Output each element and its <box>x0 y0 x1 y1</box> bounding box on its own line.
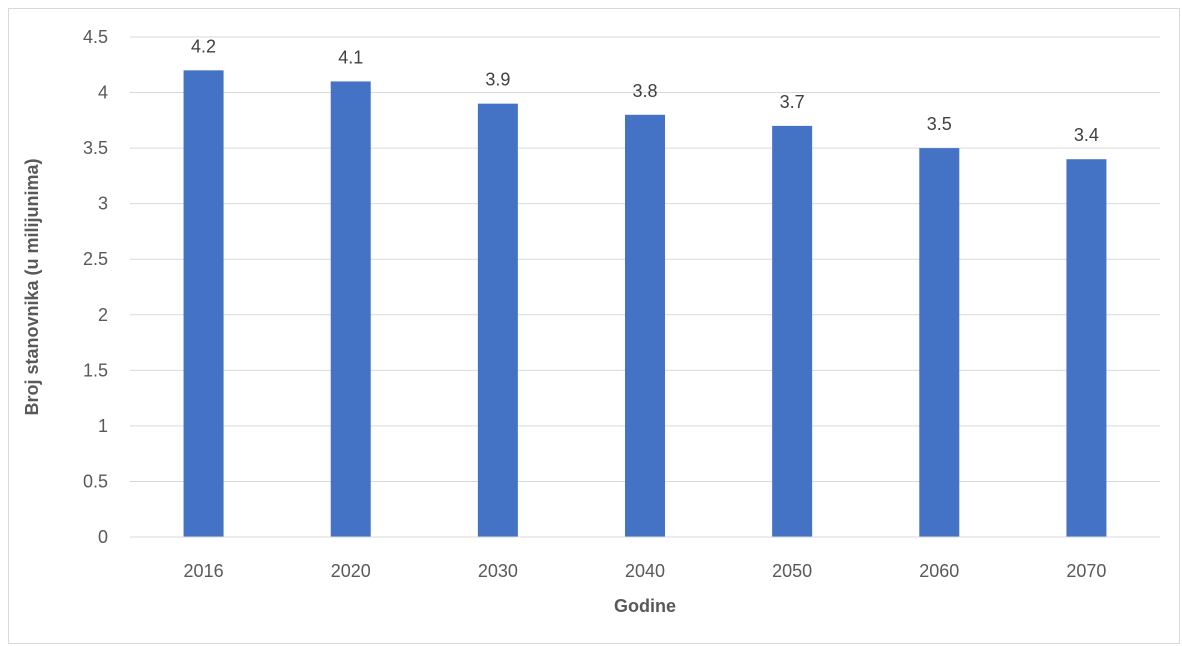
y-tick-label: 2 <box>98 305 108 325</box>
x-axis-ticks: 2016 2020 2030 2040 2050 2060 2070 <box>184 561 1107 581</box>
bars <box>183 70 1107 538</box>
data-label: 4.1 <box>338 47 363 67</box>
data-label: 3.5 <box>927 114 952 134</box>
x-tick-label: 2020 <box>331 561 371 581</box>
bar <box>183 70 224 537</box>
y-axis-ticks: 0 0.5 1 1.5 2 2.5 3 3.5 4 4.5 <box>83 27 108 547</box>
y-tick-label: 4.5 <box>83 27 108 47</box>
x-tick-label: 2040 <box>625 561 665 581</box>
data-label: 3.7 <box>780 92 805 112</box>
y-tick-label: 2.5 <box>83 249 108 269</box>
x-tick-label: 2016 <box>184 561 224 581</box>
data-label: 3.9 <box>485 70 510 90</box>
y-tick-label: 1 <box>98 416 108 436</box>
y-tick-label: 0 <box>98 527 108 547</box>
x-tick-label: 2050 <box>772 561 812 581</box>
x-tick-label: 2030 <box>478 561 518 581</box>
y-tick-label: 4 <box>98 83 108 103</box>
y-tick-label: 3.5 <box>83 138 108 158</box>
data-labels: 4.2 4.1 3.9 3.8 3.7 3.5 3.4 <box>191 36 1099 145</box>
x-tick-label: 2070 <box>1066 561 1106 581</box>
y-tick-label: 3 <box>98 194 108 214</box>
bar <box>625 114 665 538</box>
bar <box>772 125 813 537</box>
y-tick-label: 1.5 <box>83 360 108 380</box>
data-label: 3.8 <box>632 81 657 101</box>
data-label: 4.2 <box>191 36 216 56</box>
bar <box>477 103 518 538</box>
y-tick-label: 0.5 <box>83 471 108 491</box>
data-label: 3.4 <box>1074 125 1099 145</box>
bar <box>330 81 371 537</box>
x-axis-title: Godine <box>614 596 676 616</box>
x-tick-label: 2060 <box>919 561 959 581</box>
bar <box>1066 159 1107 537</box>
y-axis-title: Broj stanovnika (u milijunima) <box>22 158 42 415</box>
bar <box>919 148 960 537</box>
